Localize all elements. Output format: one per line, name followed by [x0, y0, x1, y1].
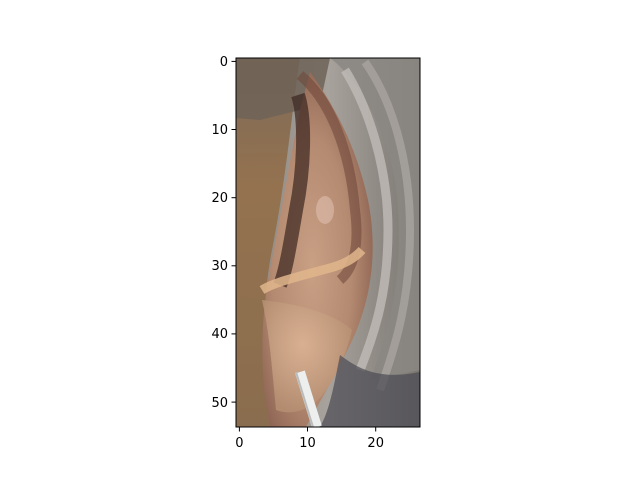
- y-tick-label-30: 30: [211, 259, 228, 274]
- x-tick-label-10: 10: [299, 436, 316, 451]
- x-tick-label-20: 20: [367, 436, 384, 451]
- y-tick-label-40: 40: [211, 327, 228, 342]
- x-axis: 0 10 20: [235, 427, 384, 451]
- y-tick-label-20: 20: [211, 191, 228, 206]
- x-tick-label-0: 0: [235, 436, 243, 451]
- y-axis: 0 10 20 30 40 50: [211, 55, 236, 411]
- y-tick-label-50: 50: [211, 396, 228, 411]
- heatmap-image: [236, 58, 420, 427]
- y-tick-label-0: 0: [220, 55, 228, 70]
- axes-frame: [235, 57, 421, 428]
- y-tick-label-10: 10: [211, 123, 228, 138]
